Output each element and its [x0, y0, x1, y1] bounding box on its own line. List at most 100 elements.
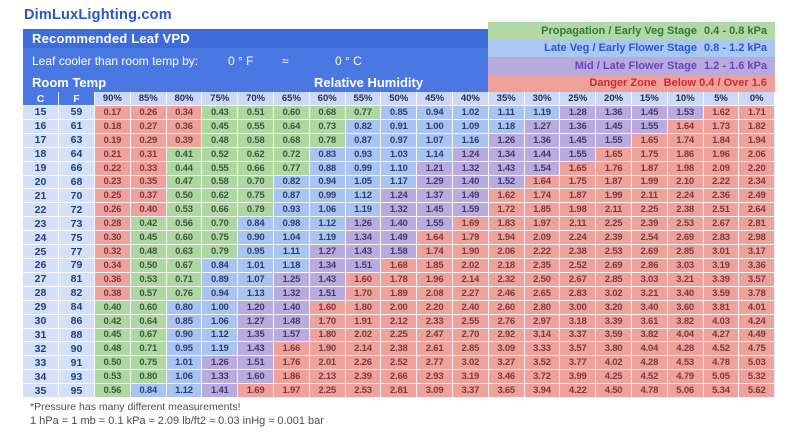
table-row: 31 88 0.45 0.67 0.90 1.12 1.35 1.57 1.80 2.02 2.25… — [23, 328, 776, 343]
vpd-cell: 1.59 — [452, 203, 489, 218]
rh-col-header: 35% — [488, 92, 525, 106]
temp-c-cell: 23 — [23, 217, 59, 232]
vpd-cell: 0.75 — [238, 189, 274, 204]
vpd-cell: 0.75 — [202, 231, 239, 246]
vpd-cell: 2.86 — [631, 258, 668, 273]
vpd-cell: 3.82 — [631, 328, 668, 343]
vpd-cell: 2.14 — [345, 342, 382, 357]
temp-f-cell: 75 — [59, 231, 95, 246]
vpd-cell: 2.98 — [739, 231, 776, 246]
vpd-cell: 1.36 — [524, 133, 561, 148]
legend-range: 0.4 - 0.8 kPa — [704, 24, 767, 37]
vpd-cell: 1.26 — [488, 133, 525, 148]
temp-f-cell: 91 — [59, 356, 95, 371]
vpd-cell: 0.71 — [166, 272, 203, 287]
vpd-cell: 2.66 — [381, 370, 418, 385]
vpd-cell: 4.28 — [667, 342, 704, 357]
vpd-cell: 1.78 — [381, 272, 418, 287]
vpd-cell: 1.10 — [381, 161, 418, 176]
vpd-cell: 1.45 — [417, 203, 453, 218]
vpd-cell: 0.50 — [130, 258, 167, 273]
rh-col-headers: 90% 85% 80% 75% 70% 65% 60% 55% 50% 45% 40% 35% 30% 2… — [95, 92, 776, 106]
vpd-cell: 1.57 — [273, 328, 310, 343]
vpd-cell: 1.90 — [452, 245, 489, 259]
vpd-cell: 1.40 — [273, 300, 310, 315]
vpd-cell: 1.55 — [560, 147, 597, 162]
vpd-cell: 1.85 — [524, 203, 561, 218]
vpd-cell: 0.84 — [130, 384, 167, 399]
vpd-cell: 4.52 — [631, 370, 668, 385]
vpd-cell: 0.50 — [95, 356, 131, 371]
leaf-offset-label: Leaf cooler than room temp by: — [32, 54, 199, 68]
vpd-cell: 1.65 — [560, 161, 597, 176]
vpd-cell: 0.73 — [309, 119, 346, 134]
vpd-cell: 1.97 — [273, 384, 310, 399]
vpd-cell: 0.66 — [238, 161, 274, 176]
legend-label: Danger Zone — [589, 77, 657, 90]
vpd-cell: 1.48 — [273, 314, 310, 329]
temp-f-cell: 73 — [59, 217, 95, 232]
vpd-cell: 2.06 — [488, 245, 525, 259]
temp-c-cell: 19 — [23, 161, 59, 176]
vpd-cell: 3.09 — [417, 384, 453, 399]
vpd-cell: 2.24 — [560, 231, 597, 246]
table-row: 21 70 0.25 0.37 0.50 0.62 0.75 0.87 0.99 1.12 1.24… — [23, 189, 776, 204]
vpd-cell: 1.60 — [238, 370, 274, 385]
vpd-cell: 4.24 — [739, 314, 776, 329]
vpd-cell: 1.32 — [452, 161, 489, 176]
vpd-cell: 4.75 — [739, 342, 776, 357]
vpd-cell: 1.70 — [345, 286, 382, 301]
vpd-cell: 3.02 — [596, 286, 632, 301]
vpd-cell: 1.53 — [667, 106, 704, 120]
temp-f-cell: 70 — [59, 189, 95, 204]
vpd-cell: 1.34 — [345, 231, 382, 246]
vpd-cell: 0.94 — [417, 106, 453, 120]
vpd-cell: 2.64 — [739, 203, 776, 218]
vpd-cell: 1.17 — [381, 175, 418, 190]
vpd-cell: 0.79 — [238, 203, 274, 218]
temp-c-cell: 31 — [23, 328, 59, 343]
vpd-cell: 5.32 — [739, 370, 776, 385]
vpd-cell: 3.03 — [667, 258, 704, 273]
vpd-cell: 0.97 — [381, 133, 418, 148]
temp-c-cell: 17 — [23, 133, 59, 148]
vpd-cell: 0.37 — [130, 189, 167, 204]
vpd-cell: 0.70 — [202, 217, 239, 232]
temp-f-cell: 88 — [59, 328, 95, 343]
temp-f-cell: 93 — [59, 370, 95, 385]
vpd-cell: 5.05 — [703, 370, 740, 385]
vpd-cell: 0.28 — [95, 217, 131, 232]
vpd-cell: 0.72 — [273, 147, 310, 162]
vpd-cell: 1.07 — [417, 133, 453, 148]
footnote-line2: 1 hPa = 1 mb = 0.1 kPa ≈ 2.09 lb/ft2 ≈ 0… — [30, 415, 324, 427]
temp-c-cell: 16 — [23, 119, 59, 134]
vpd-cell: 2.34 — [739, 175, 776, 190]
rh-col-header: 40% — [452, 92, 489, 106]
vpd-cell: 1.26 — [345, 217, 382, 232]
vpd-cell: 1.12 — [202, 328, 239, 343]
vpd-cell: 1.25 — [273, 272, 310, 287]
vpd-cell: 0.29 — [130, 133, 167, 148]
vpd-cell: 0.94 — [309, 175, 346, 190]
vpd-cell: 1.98 — [560, 203, 597, 218]
vpd-cell: 3.14 — [524, 328, 561, 343]
rh-col-header: 30% — [524, 92, 561, 106]
legend-item-danger-zone: Danger Zone Below 0.4 / Over 1.6 — [488, 74, 775, 92]
leaf-offset-row: Leaf cooler than room temp by: 0 ° F ≈ 0… — [23, 48, 488, 74]
vpd-cell: 4.78 — [703, 356, 740, 371]
axis-labels-row: Room Temp Relative Humidity — [23, 74, 488, 92]
vpd-cell: 2.46 — [488, 286, 525, 301]
vpd-cell: 1.49 — [452, 189, 489, 204]
temp-c-cell: 29 — [23, 300, 59, 315]
vpd-cell: 1.01 — [238, 258, 274, 273]
vpd-cell: 2.08 — [417, 286, 453, 301]
table-row: 23 73 0.28 0.42 0.56 0.70 0.84 0.98 1.12 1.26 1.40… — [23, 217, 776, 232]
vpd-cell: 0.22 — [95, 161, 131, 176]
vpd-cell: 0.44 — [166, 161, 203, 176]
vpd-cell: 3.20 — [596, 300, 632, 315]
vpd-cell: 0.42 — [95, 314, 131, 329]
vpd-cell: 2.53 — [667, 217, 704, 232]
temp-f-cell: 66 — [59, 161, 95, 176]
vpd-cell: 3.33 — [524, 342, 561, 357]
vpd-cell: 1.64 — [417, 231, 453, 246]
